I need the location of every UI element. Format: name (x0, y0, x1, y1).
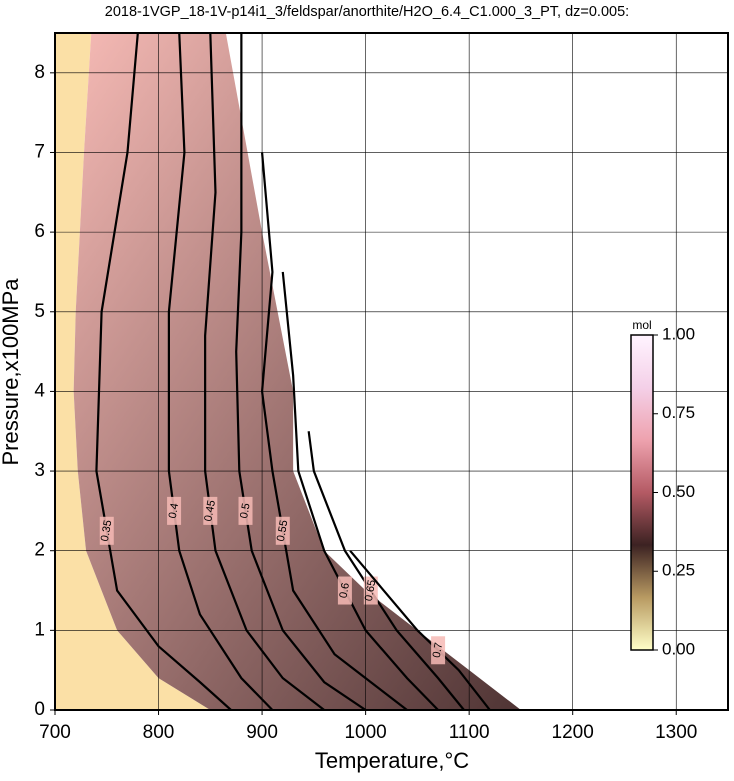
colorbar-tick-label: 0.50 (662, 482, 695, 501)
colorbar-label: mol (632, 318, 651, 332)
y-tick-label: 6 (34, 221, 45, 242)
chart-title: 2018-1VGP_18-1V-p14i1_3/feldspar/anorthi… (105, 4, 629, 20)
x-tick-label: 1000 (344, 722, 386, 743)
y-tick-label: 3 (34, 460, 45, 481)
y-tick-label: 1 (34, 619, 45, 640)
colorbar (630, 334, 654, 651)
axes: 700 800 900 1000 1100 1200 1300 0 1 2 3 4 5 6 7 8 mol 0.0… (34, 32, 729, 743)
x-tick-label: 900 (246, 722, 278, 743)
contour-label: 0.45 (202, 499, 218, 522)
y-tick-label: 8 (34, 62, 45, 83)
colorbar-tick-label: 1.00 (662, 324, 695, 343)
contour-label: 0.55 (275, 519, 291, 542)
y-tick-label: 5 (34, 301, 45, 322)
y-tick-label: 0 (34, 699, 45, 720)
plot-area: 0.35 0.4 0.45 0.5 0.55 0.6 0.65 0.7 (55, 33, 728, 710)
solid-region (55, 33, 211, 710)
y-tick-label: 4 (34, 380, 45, 401)
x-tick-label: 1300 (655, 722, 697, 743)
x-axis-label: Temperature,°C (315, 748, 469, 773)
contour-label-bg (431, 636, 446, 665)
colorbar-tick-label: 0.75 (662, 403, 695, 422)
contour-label-bg (337, 576, 352, 605)
x-tick-label: 1200 (552, 722, 594, 743)
colorbar-tick-label: 0.25 (662, 561, 695, 580)
contour-label-bg (363, 576, 378, 605)
plot-frame (54, 32, 729, 711)
contour-label-bg (99, 516, 114, 545)
x-tick-label: 700 (39, 722, 71, 743)
contour-label: 0.6 (338, 582, 352, 599)
contour-label-bg (275, 516, 290, 545)
contour-label-bg (203, 496, 218, 525)
x-tick-label: 800 (143, 722, 175, 743)
melt-region (73, 33, 521, 710)
contour-label: 0.5 (238, 502, 252, 519)
contour-label-bg (167, 496, 182, 525)
y-axis-label: Pressure,x100MPa (0, 278, 23, 466)
y-tick-label: 2 (34, 540, 45, 561)
y-tick-label: 7 (34, 141, 45, 162)
contour-label-bg (238, 496, 253, 525)
contour-label: 0.65 (363, 579, 379, 602)
colorbar-tick-label: 0.00 (662, 639, 695, 658)
contour-label: 0.35 (99, 519, 115, 542)
x-tick-label: 1100 (449, 722, 490, 743)
contour-label: 0.4 (167, 502, 181, 519)
contour-label: 0.7 (431, 642, 445, 659)
